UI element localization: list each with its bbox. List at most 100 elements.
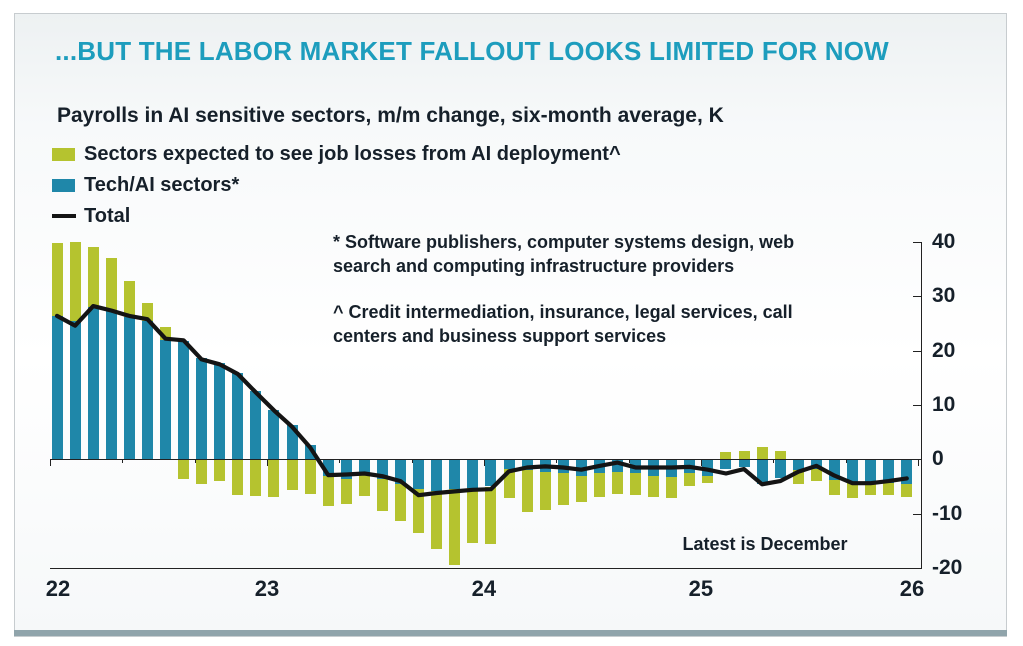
yellow-bar [557,473,569,505]
minor-tick [194,459,196,464]
y-axis-tick [913,459,922,461]
yellow-bar [575,475,587,502]
footnote-credit: ^ Credit intermediation, insurance, lega… [333,302,793,346]
teal-bar [214,363,226,460]
page-title: ...BUT THE LABOR MARKET FALLOUT LOOKS LI… [55,36,889,66]
yellow-bar [159,327,171,340]
yellow-bar [901,483,913,498]
yellow-bar [485,486,497,544]
y-axis-label: 20 [932,338,956,362]
yellow-bar [720,451,732,460]
minor-tick [845,459,847,464]
teal-bar [141,320,153,460]
teal-bar [304,445,316,460]
y-axis-tick [913,242,922,243]
legend-label: Tech/AI sectors* [84,173,240,196]
yellow-bar [87,247,99,308]
legend-item-tech-ai-sectors: Tech/AI sectors* [52,172,239,198]
teal-bar [105,311,117,460]
yellow-bar [521,470,533,513]
teal-bar [159,339,171,460]
yellow-bar [738,450,750,460]
yellow-bar [792,470,804,484]
teal-bar [611,459,623,472]
yellow-bar [828,479,840,496]
yellow-bar [611,471,623,494]
teal-bar [828,459,840,480]
year-tick [266,459,268,467]
yellow-bar [123,280,135,317]
x-axis-label: 23 [254,576,280,601]
legend-item-total: Total [52,203,130,229]
teal-bar [395,459,407,485]
x-axis-label: 24 [471,576,497,601]
yellow-bar [865,481,877,496]
chart-plot-area: 22 23 24 25 26 40 30 20 10 0 -10 -20 [46,230,963,601]
legend-label: Total [84,204,131,227]
teal-bar [847,459,859,484]
x-axis-label: 25 [688,576,714,601]
yellow-bar [340,478,352,505]
teal-bar [51,315,63,460]
yellow-bar [286,459,298,491]
yellow-bar [141,302,153,321]
teal-bar [575,459,587,476]
teal-bar [901,459,913,484]
teal-bar [69,321,81,460]
x-axis-label: 22 [45,576,71,601]
yellow-bar [322,476,334,507]
x-axis-label: 26 [899,576,925,601]
yellow-bar [883,482,895,495]
teal-bar [322,459,334,477]
yellow-bar [467,487,479,543]
yellow-bar [847,483,859,499]
yellow-bar [232,459,244,495]
teal-bar [413,459,425,490]
teal-bar [286,425,298,460]
teal-bar [756,459,768,484]
teal-bar [503,459,515,469]
yellow-bar [178,459,190,479]
minor-tick [122,459,124,464]
y-axis-label: -20 [932,556,963,579]
y-axis-label: 10 [932,393,956,416]
y-axis-label: 0 [932,447,944,471]
teal-bar [467,459,479,488]
y-axis-tick [913,350,922,352]
teal-bar [250,391,262,460]
yellow-bar [250,459,262,496]
y-axis-tick [913,405,922,406]
teal-bar [883,459,895,483]
teal-bar [123,316,135,460]
teal-bar [340,459,352,479]
figure-frame [14,13,1007,637]
chart-subtitle: Payrolls in AI sensitive sectors, m/m ch… [57,104,724,127]
y-axis-tick [913,513,922,515]
teal-bar [738,459,750,467]
yellow-bar [630,473,642,496]
yellow-bar [684,473,696,487]
teal-bar [268,409,280,460]
teal-bar [720,459,732,469]
teal-bar [865,459,877,482]
y-axis-label: -10 [932,501,963,525]
minor-tick [556,459,558,464]
teal-bar [521,459,533,471]
teal-bar [376,459,388,480]
line-swatch-icon [52,214,76,218]
teal-bar [431,459,443,491]
zero-axis-line [50,459,922,461]
year-tick [50,459,51,467]
teal-bar [87,307,99,460]
y-axis-tick [913,296,922,298]
yellow-bar [503,468,515,499]
bottom-accent-rule [14,630,1007,636]
year-tick [483,459,485,467]
legend-label: Sectors expected to see job losses from … [84,142,621,165]
yellow-bar [539,471,551,510]
yellow-bar [756,447,768,460]
yellow-bar [449,489,461,566]
yellow-bar [431,490,443,549]
yellow-bar [648,475,660,497]
teal-bar [196,358,208,460]
